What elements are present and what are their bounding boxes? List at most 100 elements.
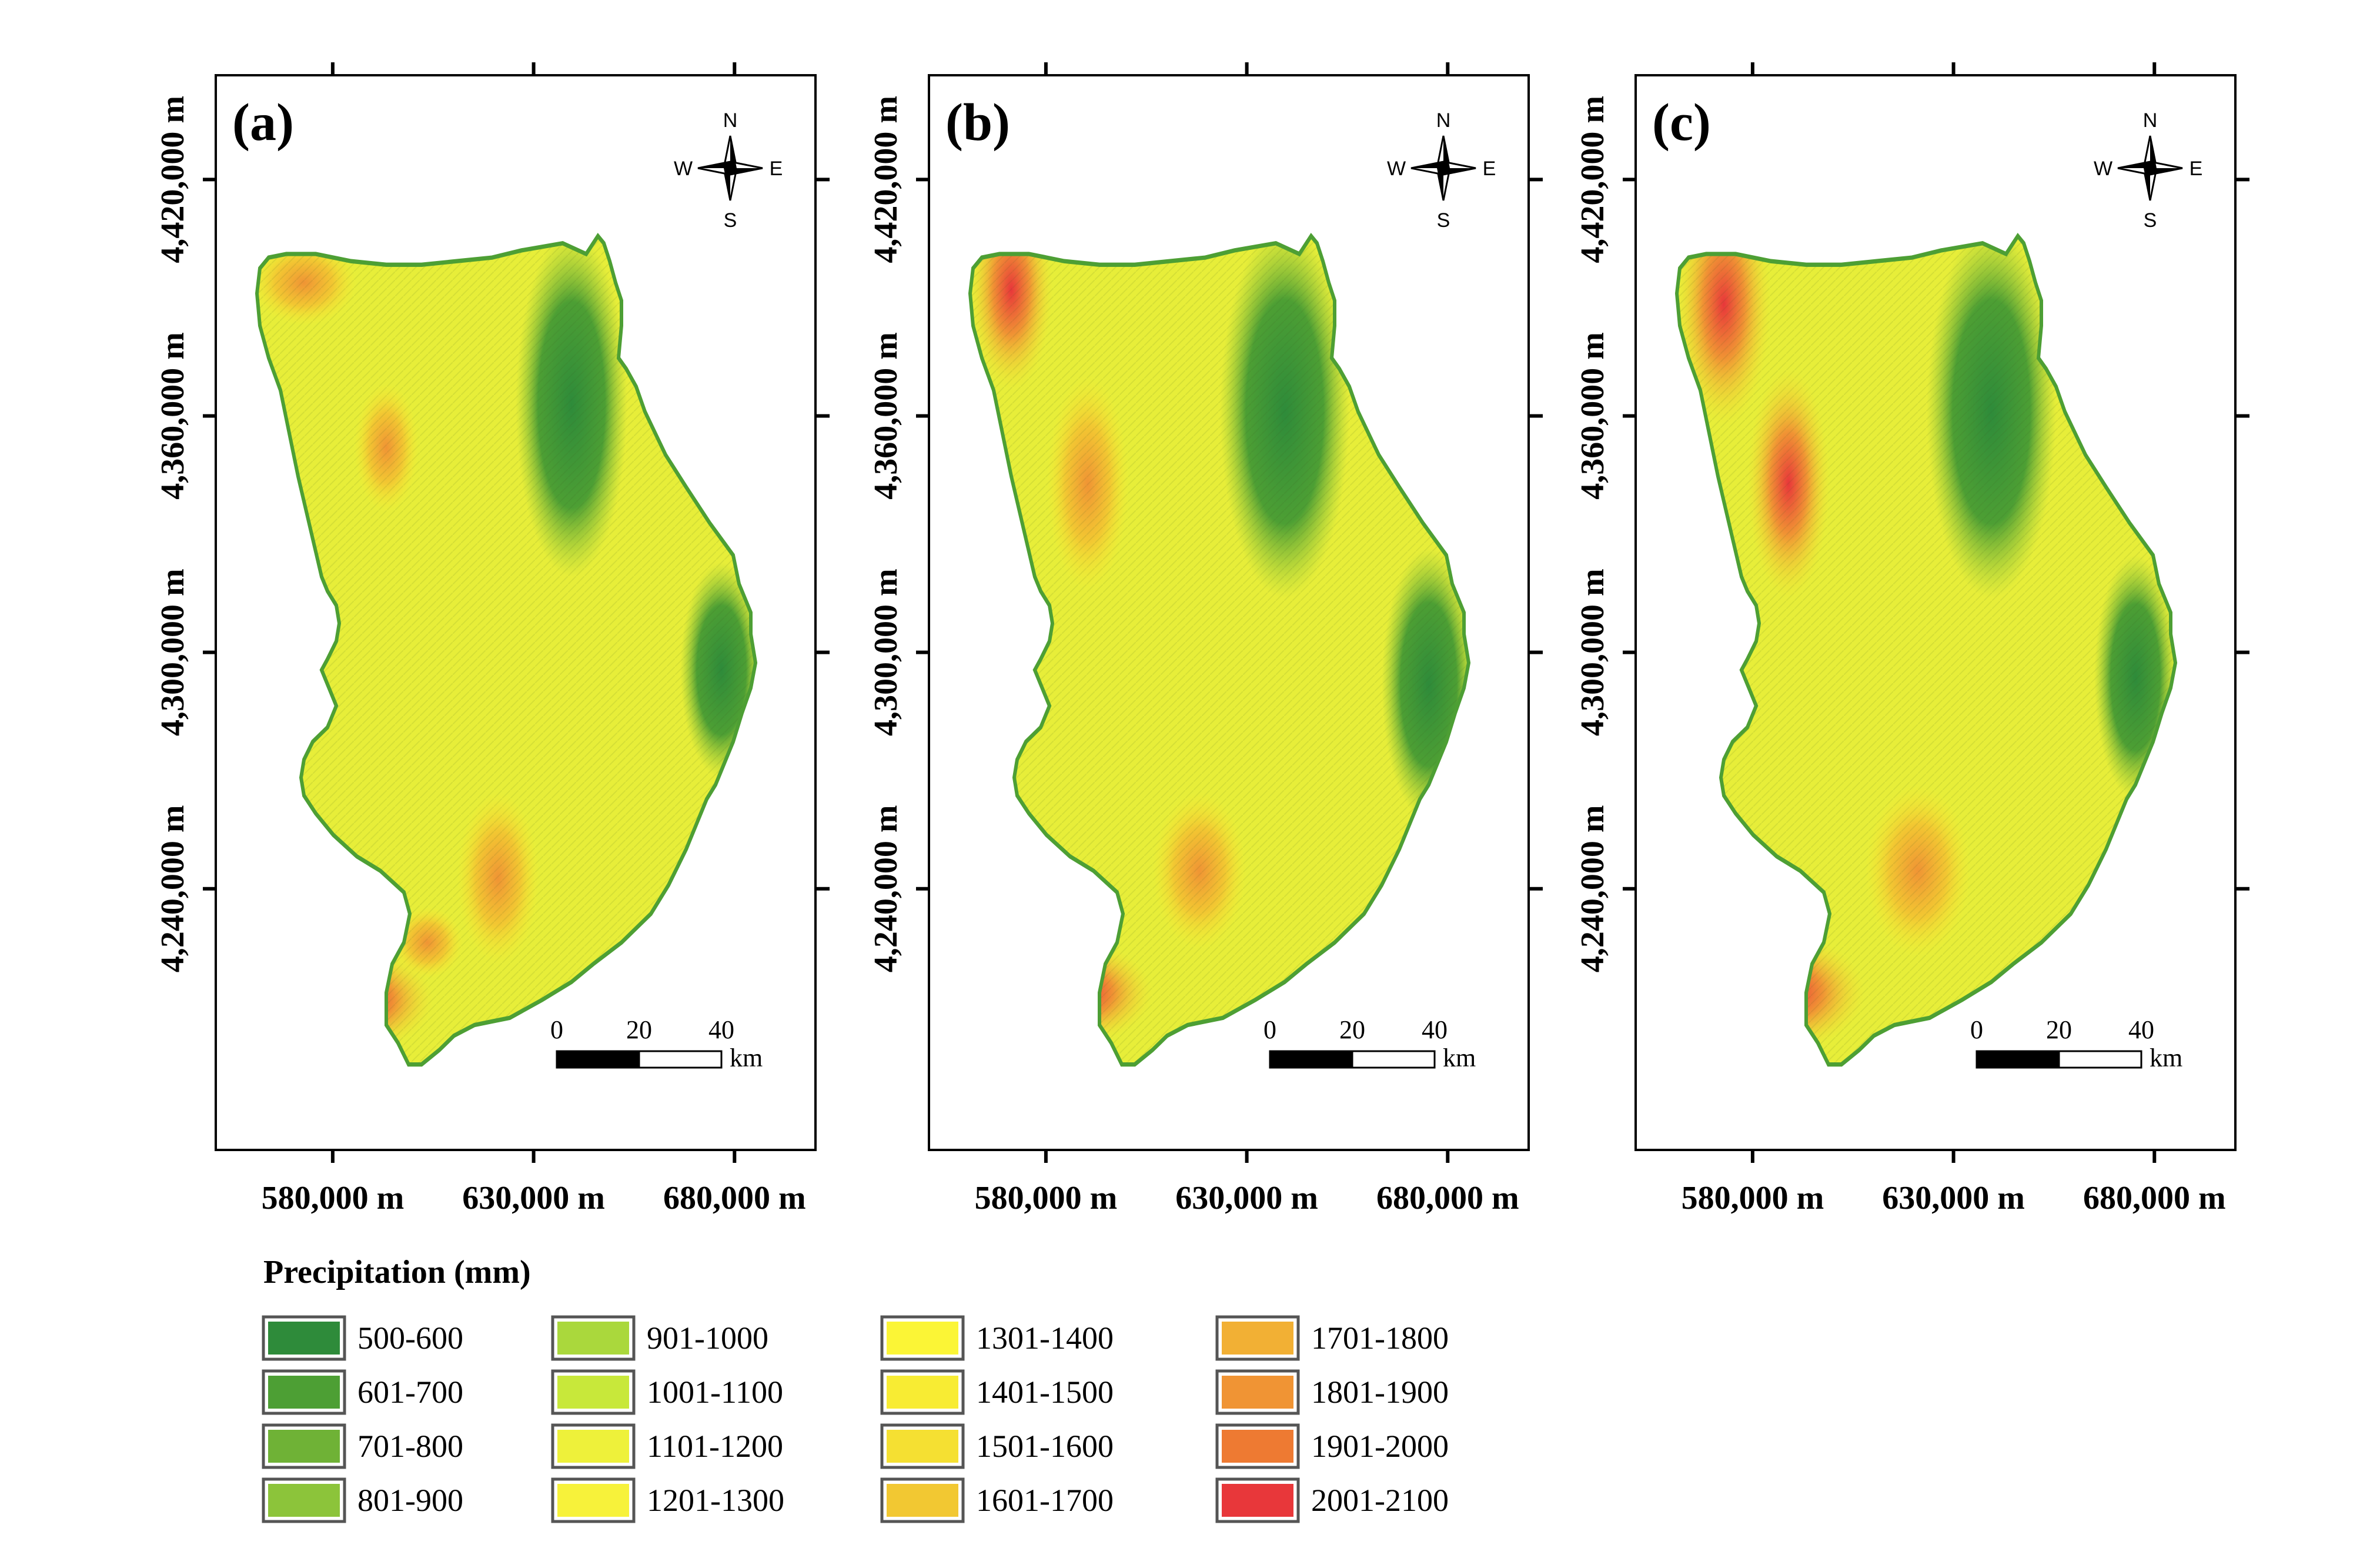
compass-letter-s: S: [1437, 209, 1450, 232]
y-tick-label: 4,240,000 m: [155, 805, 191, 972]
legend-label: 1701-1800: [1311, 1320, 1449, 1356]
legend-swatch: [887, 1430, 958, 1463]
legend-item: 1801-1900: [1215, 1369, 1449, 1415]
scale-unit: km: [2150, 1044, 2182, 1072]
legend-label: 2001-2100: [1311, 1483, 1449, 1518]
x-tick-label: 580,000 m: [1682, 1180, 1824, 1216]
legend-swatch: [1222, 1376, 1293, 1409]
x-tick-label: 630,000 m: [1882, 1180, 2025, 1216]
x-tick-label: 680,000 m: [663, 1180, 806, 1216]
compass-letter-w: W: [2094, 158, 2112, 180]
y-tick-label: 4,300,000 m: [868, 569, 904, 736]
y-tick-label: 4,360,000 m: [155, 332, 191, 500]
legend-swatch: [268, 1322, 340, 1355]
legend-swatch: [1222, 1484, 1293, 1517]
legend-label: 1401-1500: [976, 1375, 1114, 1410]
scale-tick-label: 20: [1339, 1015, 1365, 1044]
compass-letter-s: S: [2144, 209, 2157, 232]
legend-label: 1801-1900: [1311, 1375, 1449, 1410]
map-frame: [1634, 74, 2237, 1151]
x-tick-label: 680,000 m: [2083, 1180, 2226, 1216]
legend-swatch: [887, 1484, 958, 1517]
compass-letter-n: N: [1436, 109, 1451, 132]
scale-tick-label: 20: [626, 1015, 652, 1044]
scale-unit: km: [1443, 1044, 1476, 1072]
y-tick-label: 4,240,000 m: [868, 805, 904, 972]
scale-tick-label: 40: [2128, 1015, 2154, 1044]
legend-item: 1001-1100: [551, 1369, 783, 1415]
compass-letter-e: E: [770, 158, 783, 180]
panel-label: (a): [232, 93, 294, 152]
map-panel: (a) 580,000 m 630,000 m 680,000 m 4,240,000 …: [155, 62, 830, 1216]
legend-swatch: [557, 1376, 629, 1409]
legend-item: 601-700: [262, 1369, 463, 1415]
legend-item: 1201-1300: [551, 1477, 784, 1523]
legend-swatch: [268, 1484, 340, 1517]
legend-label: 1001-1100: [647, 1375, 783, 1410]
precipitation-map: [970, 236, 1469, 1065]
compass-rose-icon: N S E W: [2094, 109, 2202, 232]
y-tick-label: 4,300,000 m: [155, 569, 191, 736]
legend-item: 1301-1400: [880, 1315, 1114, 1361]
scale-unit: km: [730, 1044, 763, 1072]
legend-label: 701-800: [357, 1429, 463, 1464]
compass-letter-s: S: [724, 209, 737, 232]
legend-label: 601-700: [357, 1375, 463, 1410]
compass-letter-e: E: [2190, 158, 2203, 180]
legend-item: 1601-1700: [880, 1477, 1114, 1523]
map-frame: [928, 74, 1530, 1151]
legend-item: 1101-1200: [551, 1423, 783, 1469]
legend-label: 1601-1700: [976, 1483, 1114, 1518]
scale-tick-label: 0: [550, 1015, 563, 1044]
compass-letter-w: W: [1387, 158, 1406, 180]
scale-tick-label: 0: [1263, 1015, 1276, 1044]
legend-swatch: [887, 1322, 958, 1355]
x-tick-label: 580,000 m: [262, 1180, 405, 1216]
legend-item: 1401-1500: [880, 1369, 1114, 1415]
legend-swatch: [1222, 1430, 1293, 1463]
y-tick-label: 4,420,000 m: [155, 96, 191, 263]
panel-label: (b): [945, 93, 1010, 152]
legend-label: 1301-1400: [976, 1320, 1114, 1356]
scale-tick-label: 40: [708, 1015, 734, 1044]
legend-label: 1501-1600: [976, 1429, 1114, 1464]
legend-item: 1901-2000: [1215, 1423, 1449, 1469]
map-panel: (c) 580,000 m 630,000 m 680,000 m 4,240,000 …: [1575, 62, 2249, 1216]
compass-letter-e: E: [1483, 158, 1496, 180]
precipitation-map: [257, 236, 756, 1065]
y-tick-label: 4,420,000 m: [868, 96, 904, 263]
y-tick-label: 4,300,000 m: [1575, 569, 1611, 736]
legend-label: 1201-1300: [647, 1483, 784, 1518]
legend-item: 500-600: [262, 1315, 463, 1361]
legend-label: 1901-2000: [1311, 1429, 1449, 1464]
x-tick-label: 630,000 m: [462, 1180, 605, 1216]
legend-item: 2001-2100: [1215, 1477, 1449, 1523]
compass-rose-icon: N S E W: [1387, 109, 1496, 232]
legend-label: 801-900: [357, 1483, 463, 1518]
legend: Precipitation (mm) 500-600 601-700 701-800…: [262, 1254, 1449, 1523]
map-frame: [215, 74, 817, 1151]
legend-swatch: [557, 1430, 629, 1463]
y-tick-label: 4,240,000 m: [1575, 805, 1611, 972]
legend-swatch: [887, 1376, 958, 1409]
panel-label: (c): [1652, 93, 1711, 152]
x-tick-label: 680,000 m: [1376, 1180, 1519, 1216]
x-tick-label: 630,000 m: [1175, 1180, 1318, 1216]
legend-label: 1101-1200: [647, 1429, 783, 1464]
scale-tick-label: 0: [1970, 1015, 1983, 1044]
y-tick-label: 4,360,000 m: [868, 332, 904, 500]
scale-tick-label: 20: [2046, 1015, 2072, 1044]
precipitation-map: [1677, 236, 2175, 1065]
compass-letter-w: W: [674, 158, 693, 180]
legend-title: Precipitation (mm): [263, 1254, 531, 1290]
x-tick-label: 580,000 m: [975, 1180, 1118, 1216]
compass-rose-icon: N S E W: [674, 109, 783, 232]
legend-label: 500-600: [357, 1320, 463, 1356]
legend-swatch: [268, 1430, 340, 1463]
scale-tick-label: 40: [1422, 1015, 1448, 1044]
legend-item: 1501-1600: [880, 1423, 1114, 1469]
legend-swatch: [557, 1484, 629, 1517]
